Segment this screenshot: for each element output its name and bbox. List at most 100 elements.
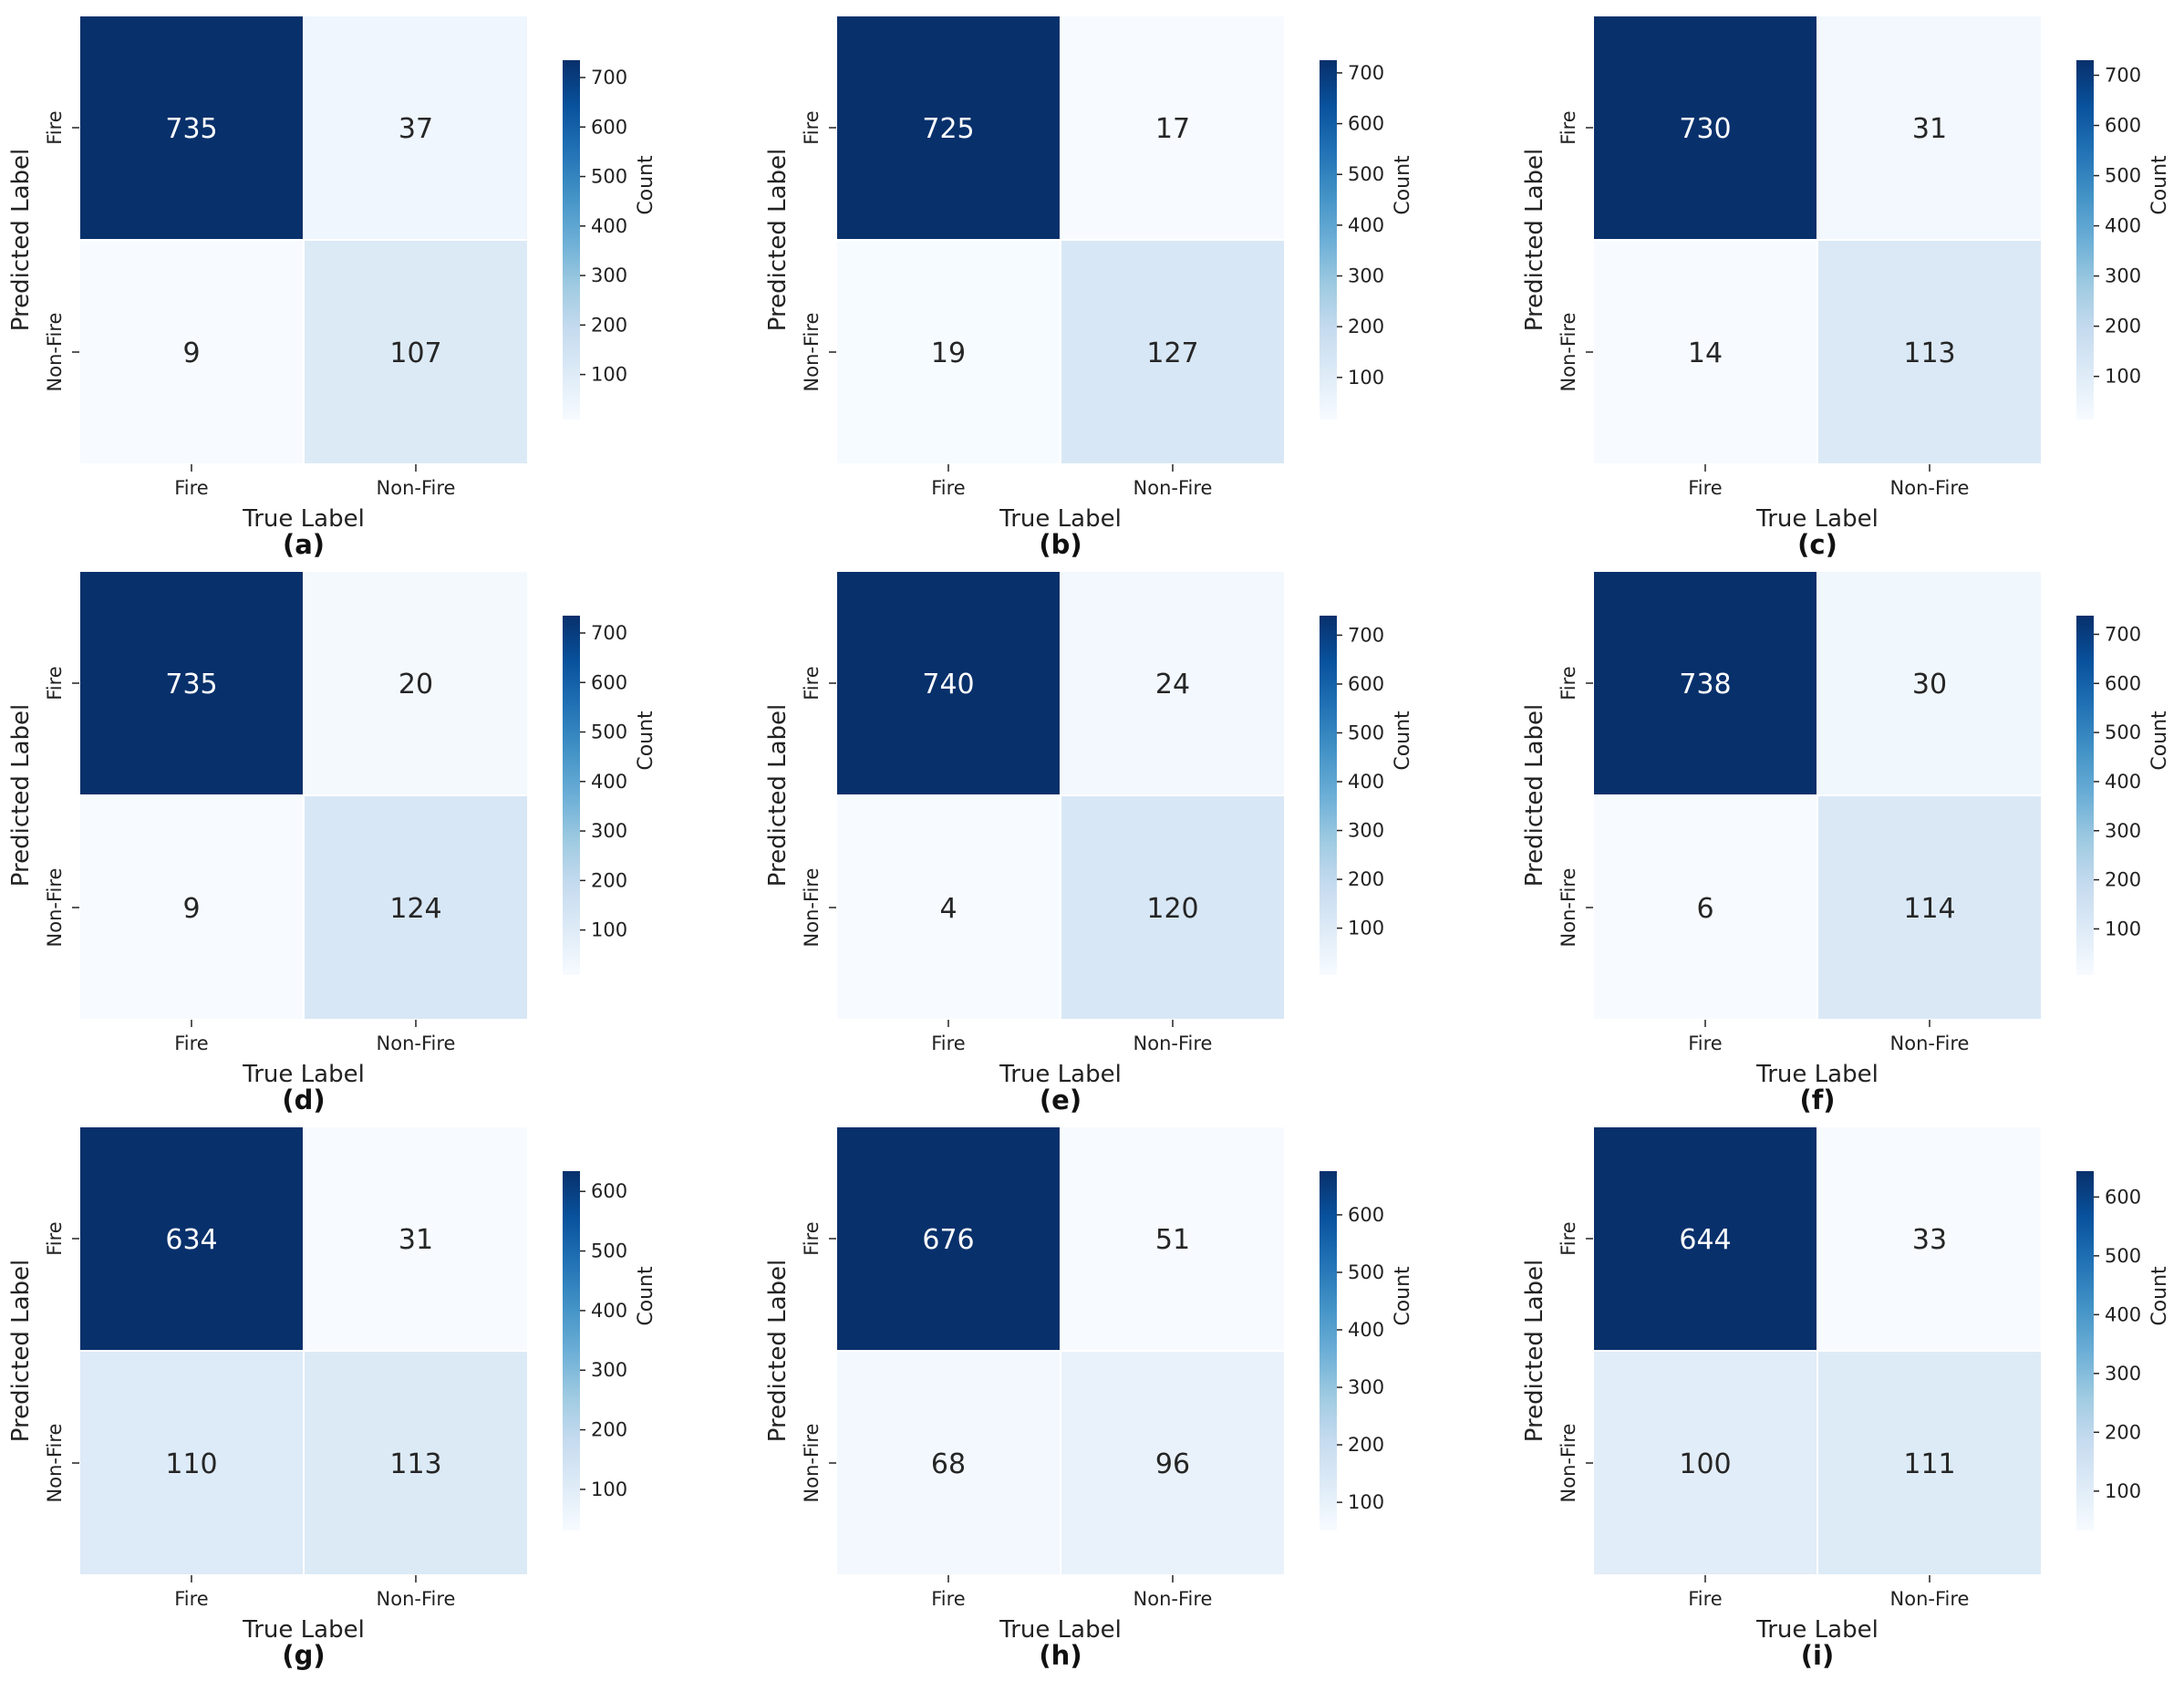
colorbar [563,616,580,975]
cell-value-label: 31 [1912,113,1947,145]
y-axis-title: Predicted Label [7,149,35,331]
y-tick-label: Non-Fire [1558,1424,1579,1503]
colorbar-tick-label: 500 [1348,163,1384,185]
cell-value-label: 30 [1912,669,1947,700]
heatmap-cell [303,239,529,465]
heatmap-cell [78,570,305,796]
panel-label: (f) [1799,1084,1835,1115]
colorbar-tick-label: 700 [1348,624,1384,646]
cell-value-label: 107 [389,337,441,369]
x-tick-label: Non-Fire [1133,477,1213,499]
x-tick-label: Fire [931,1032,965,1054]
colorbar-tick-label: 600 [591,116,627,138]
x-tick-label: Non-Fire [1133,1588,1213,1610]
colorbar-tick-label: 400 [2105,1303,2141,1325]
heatmap-cell [1817,15,2043,241]
heatmap-cell [1817,570,2043,796]
confusion-matrix-panel: 644 33 100 111 Fire Non-Fire Fire Non-Fire True … [1521,1126,2171,1671]
colorbar-tick-label: 500 [1348,721,1384,743]
heatmap-cell [835,794,1061,1021]
colorbar-tick-label: 100 [2105,918,2141,939]
colorbar-tick-label: 200 [591,314,627,336]
cell-value-label: 676 [922,1224,974,1256]
colorbar-tick-label: 300 [1348,820,1384,842]
x-axis-title: True Label [1755,1061,1879,1088]
cell-value-label: 114 [1903,893,1955,925]
colorbar [563,60,580,420]
cell-value-label: 51 [1155,1224,1190,1256]
heatmap-cell [1592,1350,1818,1576]
y-tick-label: Non-Fire [44,1424,66,1503]
x-tick-label: Non-Fire [1133,1032,1213,1054]
colorbar-tick-label: 200 [2105,316,2141,337]
x-axis-title: True Label [242,505,365,533]
x-tick-label: Non-Fire [1890,1032,1970,1054]
x-axis-title: True Label [999,505,1122,533]
y-tick-label: Fire [801,110,823,144]
confusion-matrix-panel: 738 30 6 114 Fire Non-Fire Fire Non-Fire True La… [1521,570,2171,1115]
colorbar-tick-label: 200 [2105,869,2141,891]
colorbar [563,1171,580,1531]
colorbar-tick-label: 500 [2105,721,2141,743]
colorbar-tick-label: 600 [1348,673,1384,695]
x-tick-label: Fire [174,1588,208,1610]
colorbar-tick-label: 500 [591,166,627,188]
heatmap-cell [303,15,529,241]
x-tick-label: Fire [1688,1032,1722,1054]
confusion-matrix-panel: 730 31 14 113 Fire Non-Fire Fire Non-Fire True L… [1521,15,2171,560]
colorbar-tick-label: 400 [1348,771,1384,793]
heatmap-cell [303,1350,529,1576]
cell-value-label: 37 [399,113,433,145]
y-tick-label: Fire [1558,666,1579,700]
colorbar-tick-label: 600 [591,1180,627,1202]
heatmap-cell [1592,15,1818,241]
panel-label: (e) [1040,1084,1082,1115]
cell-value-label: 4 [939,893,957,925]
heatmap-cell [303,1126,529,1352]
heatmap-cell [1060,239,1286,465]
y-tick-label: Fire [801,1221,823,1255]
heatmap-cell [835,239,1061,465]
colorbar-tick-label: 400 [591,215,627,237]
cell-value-label: 735 [165,669,217,700]
x-tick-label: Fire [1688,1588,1722,1610]
colorbar-tick-label: 300 [591,265,627,286]
cell-value-label: 6 [1696,893,1713,925]
cell-value-label: 730 [1679,113,1731,145]
x-axis-title: True Label [242,1061,365,1088]
x-tick-label: Non-Fire [377,1032,456,1054]
colorbar-tick-label: 200 [591,1419,627,1441]
colorbar-tick-label: 400 [1348,214,1384,236]
colorbar-tick-label: 300 [2105,1363,2141,1385]
heatmap-cell [1060,15,1286,241]
y-axis-title: Predicted Label [1521,149,1548,331]
y-tick-label: Fire [44,110,66,144]
colorbar-tick-label: 300 [1348,1376,1384,1398]
y-tick-label: Fire [801,666,823,700]
colorbar-tick-label: 600 [1348,1204,1384,1226]
panel-label: (g) [282,1640,325,1671]
colorbar-tick-label: 100 [591,1479,627,1500]
x-tick-label: Fire [174,1032,208,1054]
x-tick-label: Fire [1688,477,1722,499]
cell-value-label: 110 [165,1448,217,1480]
y-tick-label: Fire [44,1221,66,1255]
x-tick-label: Non-Fire [377,1588,456,1610]
colorbar-tick-label: 500 [591,721,627,743]
cell-value-label: 68 [931,1448,966,1480]
colorbar-tick-label: 600 [2105,1186,2141,1208]
colorbar-label: Count [635,155,657,215]
colorbar-tick-label: 300 [591,820,627,842]
colorbar-tick-label: 500 [591,1240,627,1262]
colorbar-tick-label: 100 [1348,918,1384,939]
panel-label: (a) [283,529,325,560]
colorbar-tick-label: 600 [591,671,627,693]
cell-value-label: 31 [399,1224,433,1256]
y-axis-title: Predicted Label [1521,1260,1548,1442]
heatmap-cell [835,1350,1061,1576]
cell-value-label: 634 [165,1224,217,1256]
colorbar-label: Count [2148,711,2171,771]
panel-label: (c) [1797,529,1837,560]
cell-value-label: 725 [922,113,974,145]
